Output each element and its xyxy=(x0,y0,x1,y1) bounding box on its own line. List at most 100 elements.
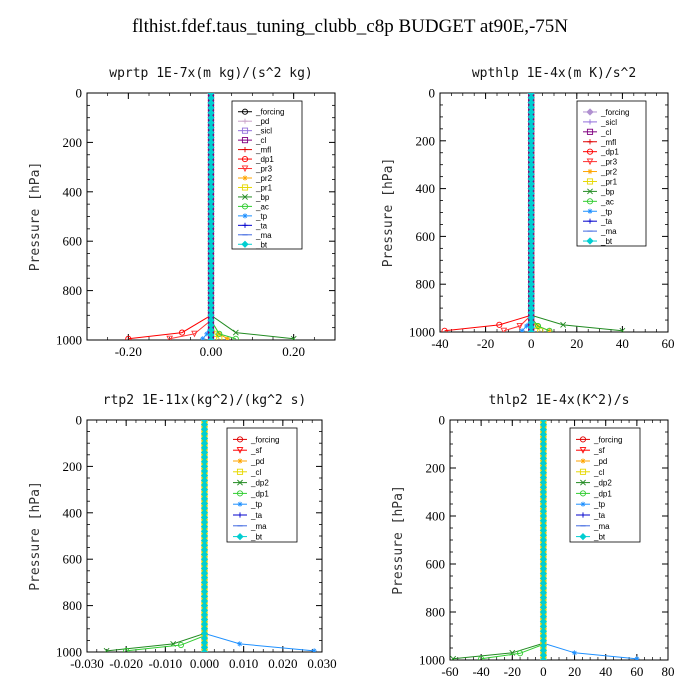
data-point xyxy=(204,331,210,337)
legend-entry: _ta xyxy=(600,217,613,226)
legend-entry: _mfl xyxy=(255,146,271,155)
legend-marker xyxy=(236,436,244,443)
panel-title: rtp2 1E-11x(kg^2)/(kg^2 s) xyxy=(103,393,307,408)
legend-marker xyxy=(241,184,249,191)
legend-entry: _sf xyxy=(250,446,262,455)
legend-marker xyxy=(579,468,587,475)
y-tick-label: 400 xyxy=(63,184,83,199)
data-point xyxy=(560,321,567,328)
legend-marker xyxy=(587,218,593,224)
legend-marker xyxy=(587,208,593,214)
data-point xyxy=(634,656,640,660)
legend-entry: _ma xyxy=(600,227,617,236)
legend-entry: _bt xyxy=(593,533,606,542)
legend-marker xyxy=(242,118,248,124)
legend: _forcing_pd_sicl_cl_mfl_dp1_pr3_pr2_pr1_… xyxy=(231,100,303,250)
x-tick-label: 0.20 xyxy=(282,344,305,359)
data-point xyxy=(478,655,485,660)
x-tick-label: -20 xyxy=(504,664,521,679)
legend-marker xyxy=(241,156,249,163)
y-tick-label: 800 xyxy=(426,605,446,620)
data-point xyxy=(232,329,239,336)
legend-marker xyxy=(242,147,248,153)
data-point xyxy=(166,335,173,340)
series-group xyxy=(450,420,640,660)
legend-marker xyxy=(586,148,594,155)
legend-marker xyxy=(241,203,249,210)
legend-marker xyxy=(237,479,243,486)
series-line-dp2 xyxy=(106,420,205,652)
legend-entry: _ac xyxy=(255,202,269,211)
y-tick-label: 200 xyxy=(63,135,83,150)
legend-marker xyxy=(586,178,594,185)
series-group xyxy=(125,93,297,340)
data-point xyxy=(191,330,198,338)
y-tick-label: 600 xyxy=(416,229,436,244)
panel-title: wpthlp 1E-4x(m K)/s^2 xyxy=(472,66,636,81)
legend-box xyxy=(226,427,298,543)
data-point xyxy=(534,322,542,330)
x-tick-label: 60 xyxy=(662,336,675,351)
y-tick-label: 400 xyxy=(63,505,83,520)
x-tick-label: -60 xyxy=(441,664,458,679)
legend-entry: _pd xyxy=(593,457,607,466)
y-tick-label: 200 xyxy=(63,459,83,474)
legend-entry: _cl xyxy=(600,128,611,137)
legend-marker xyxy=(242,222,248,228)
legend-entry: _bt xyxy=(250,533,263,542)
y-tick-label: 0 xyxy=(429,86,436,101)
series-line-dp1 xyxy=(126,420,205,652)
legend-entry: _dp2 xyxy=(593,479,612,488)
y-tick-label: 0 xyxy=(439,413,446,428)
legend-marker xyxy=(242,194,248,200)
data-point xyxy=(527,328,535,332)
series-group xyxy=(103,420,317,652)
legend-entry: _dp1 xyxy=(600,148,619,157)
legend-marker xyxy=(579,490,587,497)
series-line-pr3 xyxy=(169,93,212,340)
x-tick-label: -0.020 xyxy=(109,656,143,671)
legend-entry: _dp1 xyxy=(255,155,274,164)
y-tick-label: 600 xyxy=(63,234,83,249)
y-tick-label: 1000 xyxy=(419,653,445,668)
legend-entry: _forcing xyxy=(600,108,629,117)
legend-entry: _cl xyxy=(250,468,261,477)
legend-marker xyxy=(587,168,593,175)
legend-entry: _ta xyxy=(250,511,263,520)
legend-marker xyxy=(241,165,249,173)
legend-entry: _ma xyxy=(593,522,610,531)
data-point xyxy=(237,641,243,647)
x-tick-label: 0.010 xyxy=(229,656,258,671)
legend-marker xyxy=(236,532,244,541)
legend-marker xyxy=(579,436,587,443)
y-tick-label: 400 xyxy=(426,509,446,524)
data-point xyxy=(516,322,524,330)
legend: _forcing _sf _pd _cl _dp2_dp1 _tp _ta _ma _bt xyxy=(569,427,641,543)
data-point xyxy=(200,336,206,340)
data-point xyxy=(450,655,457,660)
legend-marker xyxy=(586,108,594,116)
legend-entry: _sicl xyxy=(255,127,272,136)
legend-marker xyxy=(586,158,594,166)
x-tick-label: 40 xyxy=(599,664,612,679)
x-tick-label: 20 xyxy=(570,336,583,351)
data-point xyxy=(123,647,130,652)
data-point xyxy=(537,327,544,332)
y-axis-label: Pressure [hPa] xyxy=(381,158,396,268)
legend-entry: _pr2 xyxy=(255,174,273,183)
data-point xyxy=(125,335,132,340)
data-point xyxy=(177,641,185,649)
legend-entry: _dp1 xyxy=(250,489,269,498)
y-tick-label: 0 xyxy=(76,86,83,101)
data-point xyxy=(539,656,548,660)
legend-entry: _ta xyxy=(593,511,606,520)
series-line-dp2 xyxy=(453,420,544,660)
legend-entry: _bp xyxy=(255,193,270,202)
legend-marker xyxy=(586,128,594,135)
y-tick-label: 1000 xyxy=(56,645,82,660)
legend-marker xyxy=(237,458,243,464)
legend: _forcing_sicl_cl_mfl_dp1_pr3_pr2_pr1_bp_… xyxy=(576,100,647,247)
data-point xyxy=(207,336,215,340)
